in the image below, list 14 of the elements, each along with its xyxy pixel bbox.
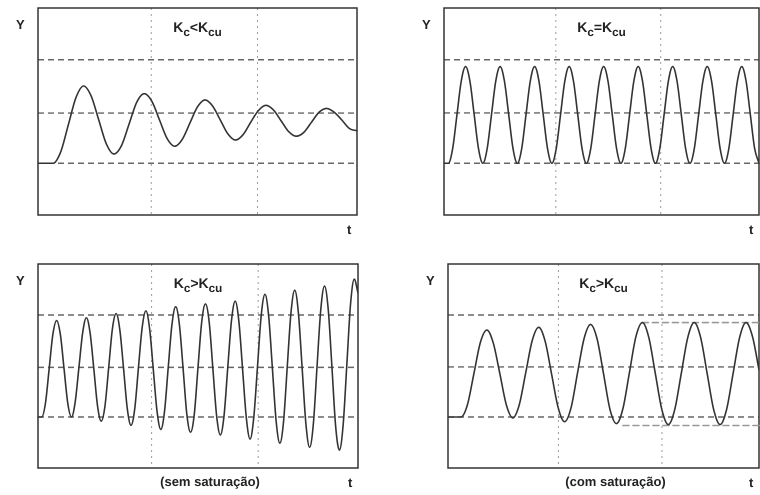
- x-axis-title: t: [347, 222, 352, 237]
- chart-title: K$_{c}$>K$_{cu}$: [174, 275, 222, 295]
- text: (sem saturação): [160, 474, 260, 489]
- text: (com saturação): [565, 474, 666, 489]
- y-axis-title: Y: [422, 17, 431, 32]
- x-axis-title: t: [348, 475, 352, 490]
- chart-title: K$_{c}$=K$_{cu}$: [577, 19, 626, 39]
- y-axis-title: Y: [16, 273, 25, 288]
- x-axis-title: t: [749, 222, 754, 237]
- x-axis-title: t: [749, 475, 754, 490]
- chart-title: K$_{c}$<K$_{cu}$: [173, 19, 222, 39]
- y-axis-title: Y: [426, 273, 435, 288]
- y-axis-title: Y: [16, 17, 25, 32]
- chart-title: K$_{c}$>K$_{cu}$: [579, 275, 628, 295]
